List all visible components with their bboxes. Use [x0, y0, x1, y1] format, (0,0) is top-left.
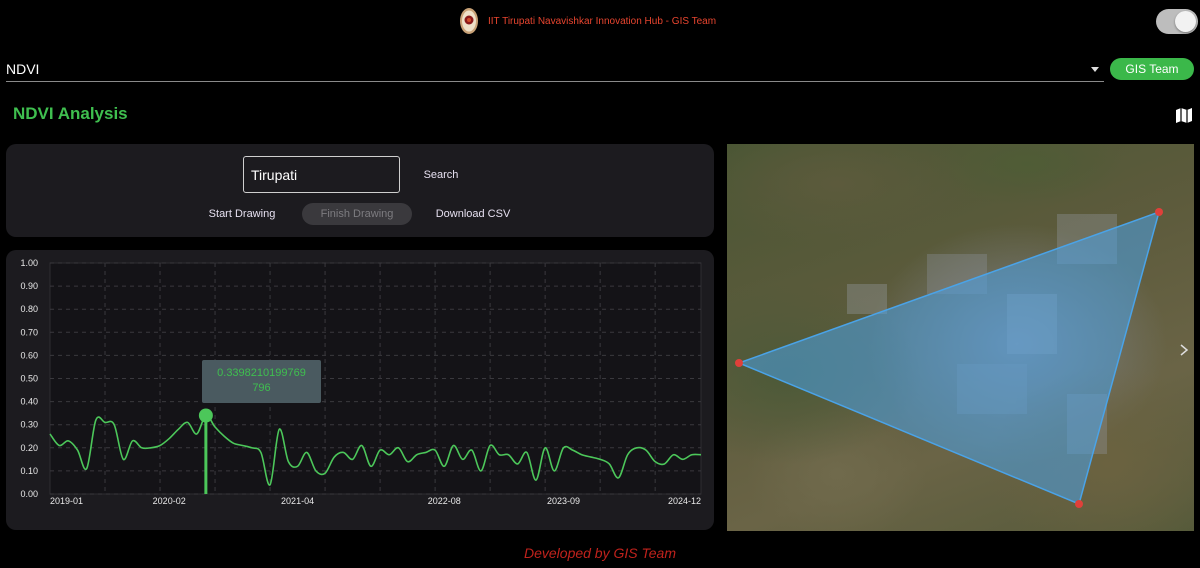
x-tick-label: 2021-04: [281, 496, 314, 506]
iit-tirupati-logo-icon: [460, 8, 478, 34]
highlight-point: [198, 408, 213, 423]
map-icon[interactable]: [1176, 108, 1192, 123]
y-tick-label: 0.50: [20, 374, 38, 384]
tooltip-value-line1: 0.3398210199769: [217, 367, 306, 379]
x-tick-label: 2022-08: [428, 496, 461, 506]
y-tick-label: 0.30: [20, 420, 38, 430]
toggle-knob: [1175, 11, 1196, 32]
controls-card: Search Start Drawing Finish Drawing Down…: [6, 144, 714, 237]
y-tick-label: 0.20: [20, 443, 38, 453]
map-overlay: [735, 208, 1163, 508]
chevron-right-icon[interactable]: [1179, 344, 1189, 356]
plot-area: [49, 262, 702, 495]
layer-select[interactable]: NDVI: [6, 56, 1104, 82]
x-tick-label: 2020-02: [153, 496, 186, 506]
ndvi-series-line: [49, 414, 702, 486]
polygon-vertex[interactable]: [735, 359, 743, 367]
polygon-vertex[interactable]: [1075, 500, 1083, 508]
app-title: IIT Tirupati Navavishkar Innovation Hub …: [488, 15, 717, 27]
satellite-map[interactable]: [727, 144, 1194, 531]
theme-toggle[interactable]: [1156, 9, 1198, 34]
y-tick-label: 0.90: [20, 281, 38, 291]
top-bar: IIT Tirupati Navavishkar Innovation Hub …: [0, 0, 1200, 44]
chevron-down-icon: [1091, 67, 1099, 72]
brand: IIT Tirupati Navavishkar Innovation Hub …: [458, 6, 716, 36]
tooltip-value-line2: 796: [252, 382, 271, 394]
start-drawing-button[interactable]: Start Drawing: [203, 203, 281, 225]
chart-tooltip: 0.3398210199769 796: [202, 360, 321, 403]
y-tick-label: 1.00: [20, 258, 38, 268]
y-tick-label: 0.00: [20, 489, 38, 499]
x-tick-label: 2024-12: [668, 496, 701, 506]
location-search-input[interactable]: [243, 156, 400, 193]
finish-drawing-button[interactable]: Finish Drawing: [302, 203, 412, 225]
download-csv-button[interactable]: Download CSV: [430, 203, 516, 225]
y-tick-label: 0.10: [20, 466, 38, 476]
polygon-vertex[interactable]: [1155, 208, 1163, 216]
x-tick-label: 2023-09: [547, 496, 580, 506]
footer-credit: Developed by GIS Team: [523, 545, 676, 561]
section-title: NDVI Analysis: [13, 104, 128, 123]
ndvi-chart-card: 0.00 0.10 0.20 0.30 0.40 0.50 0.60 0.70 0.80 0.90…: [6, 250, 714, 530]
ndvi-line-chart[interactable]: 0.00 0.10 0.20 0.30 0.40 0.50 0.60 0.70 0.80 0.90…: [6, 250, 714, 530]
y-tick-label: 0.60: [20, 350, 38, 360]
search-button[interactable]: Search: [410, 164, 472, 186]
y-tick-label: 0.40: [20, 397, 38, 407]
aoi-polygon[interactable]: [736, 210, 1161, 506]
y-tick-label: 0.70: [20, 327, 38, 337]
gis-team-button[interactable]: GIS Team: [1110, 58, 1194, 80]
x-tick-label: 2019-01: [50, 496, 83, 506]
layer-select-value: NDVI: [6, 61, 40, 77]
y-tick-label: 0.80: [20, 304, 38, 314]
